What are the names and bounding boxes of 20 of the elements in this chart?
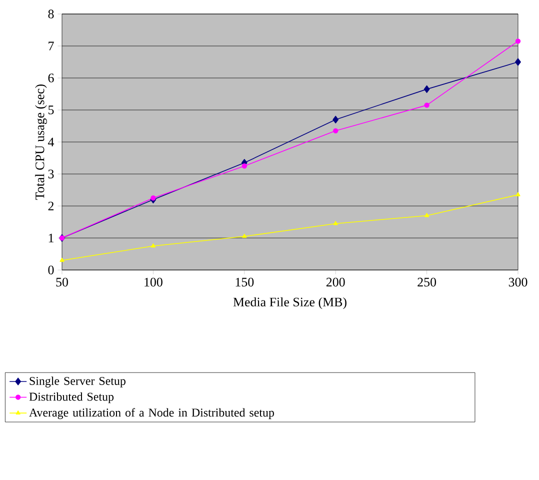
y-tick-label: 2 [48,202,54,210]
x-tick-label: 100 [144,278,162,286]
x-tick-label: 200 [326,278,345,286]
x-axis-title: Media File Size (MB) [233,297,346,310]
legend-label: Single Server Setup [30,376,126,388]
y-tick-label: 3 [48,170,54,178]
y-tick-label: 0 [48,266,54,274]
x-tick-label: 150 [236,278,254,286]
y-tick-label: 8 [48,10,54,18]
y-tick-label: 5 [48,106,54,114]
y-tick-label: 7 [48,42,54,50]
y-axis-title: Total CPU usage (sec) [35,84,47,200]
x-tick-label: 300 [508,278,528,286]
y-tick-label: 6 [48,74,54,82]
legend-label: Average utilization of a Node in Distributed setup [29,408,274,420]
x-tick-label: 50 [56,278,68,286]
y-tick-label: 4 [48,138,54,146]
legend-label: Distributed Setup [29,392,114,404]
y-tick-label: 1 [48,234,54,242]
x-tick-label: 250 [418,278,436,286]
